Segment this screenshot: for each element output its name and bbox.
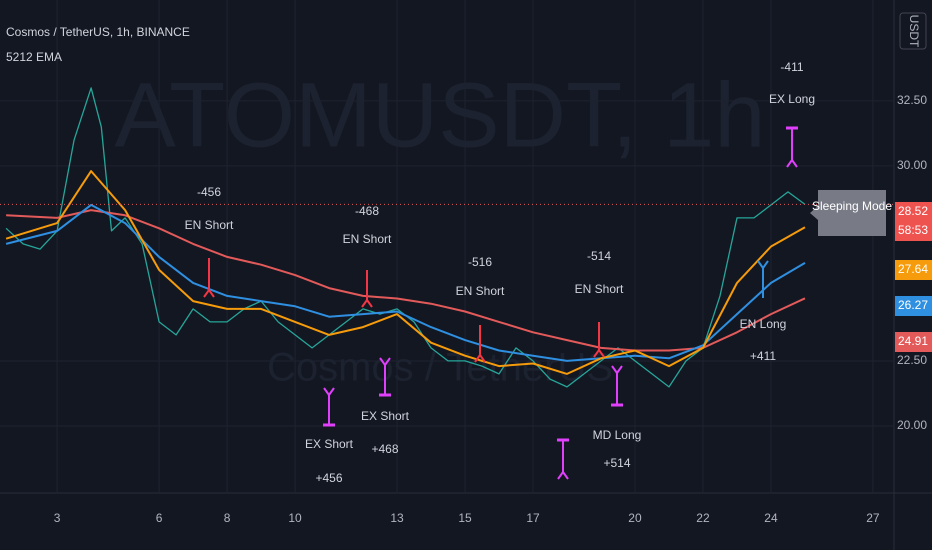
ema-line	[6, 209, 806, 352]
signal-label: -456	[197, 185, 221, 199]
x-tick-label: 10	[288, 511, 302, 525]
signal-label: +514	[603, 456, 630, 470]
signal-arrowhead	[323, 387, 335, 397]
x-tick-label: 15	[458, 511, 472, 525]
x-tick-label: 3	[54, 511, 61, 525]
y-tick-label: 30.00	[897, 158, 927, 172]
price-tag	[895, 221, 932, 241]
y-tick-label: 22.50	[897, 353, 927, 367]
signal-arrowhead	[474, 353, 486, 363]
signal-label: +411	[750, 349, 776, 363]
signal-label: EX Short	[361, 409, 410, 423]
price-tag-label: 58:53	[898, 223, 928, 237]
signal-label: EN Short	[575, 282, 624, 296]
x-tick-label: 6	[156, 511, 163, 525]
signal-label: -516	[468, 255, 492, 269]
x-tick-label: 17	[526, 511, 540, 525]
signal-arrowhead	[593, 348, 605, 358]
signal-label: EN Short	[456, 284, 505, 298]
signal-arrowhead	[757, 260, 769, 270]
watermark-sub: Cosmos / TetherUS	[267, 346, 613, 390]
signal-label: -514	[587, 249, 611, 263]
signal-arrowhead	[611, 365, 623, 375]
signal-arrowhead	[786, 158, 798, 168]
ema-line	[5, 170, 806, 375]
signal-arrowhead	[203, 288, 215, 298]
grid	[0, 0, 893, 492]
callout-label: Sleeping Mode	[812, 199, 892, 213]
signal-label: EN Short	[185, 218, 234, 232]
watermark: ATOMUSDT, 1h	[115, 64, 766, 166]
price-tag-label: 26.27	[898, 298, 928, 312]
signal-label: EN Long	[740, 317, 787, 331]
signal-label: EX Long	[769, 92, 815, 106]
signal-label: EX Short	[305, 437, 354, 451]
signal-arrowhead	[557, 470, 569, 480]
x-tick-label: 22	[696, 511, 710, 525]
price-tag	[895, 332, 932, 352]
signal-label: -468	[355, 204, 379, 218]
signal-label: +468	[371, 442, 398, 456]
x-tick-label: 20	[628, 511, 642, 525]
y-tick-label: 20.00	[897, 418, 927, 432]
chart-header: Cosmos / TetherUS, 1h, BINANCE	[6, 25, 190, 39]
signal-arrowhead	[379, 357, 391, 367]
plot	[0, 87, 893, 388]
ema-line	[5, 203, 806, 362]
y-tick-label: 32.50	[897, 93, 927, 107]
price-line	[5, 87, 806, 388]
price-tag	[895, 296, 932, 316]
signal-label: -411	[780, 60, 803, 74]
currency-button[interactable]	[899, 12, 927, 50]
x-tick-label: 8	[224, 511, 231, 525]
x-tick-label: 13	[390, 511, 404, 525]
price-tag	[895, 260, 932, 280]
x-tick-label: 24	[764, 511, 778, 525]
currency-label[interactable]: USDT	[907, 15, 921, 48]
indicator-name: 5212 EMA	[6, 50, 62, 64]
x-tick-label: 27	[866, 511, 880, 525]
price-tag-label: 28.52	[898, 204, 928, 218]
signal-label: +456	[315, 471, 342, 485]
price-tag	[895, 202, 932, 222]
callout-box	[810, 190, 886, 236]
price-tag-label: 24.91	[898, 334, 928, 348]
signal-label: EN Short	[343, 232, 392, 246]
price-tag-label: 27.64	[898, 262, 928, 276]
signal-label: MD Long	[593, 428, 642, 442]
signal-arrowhead	[361, 298, 373, 308]
